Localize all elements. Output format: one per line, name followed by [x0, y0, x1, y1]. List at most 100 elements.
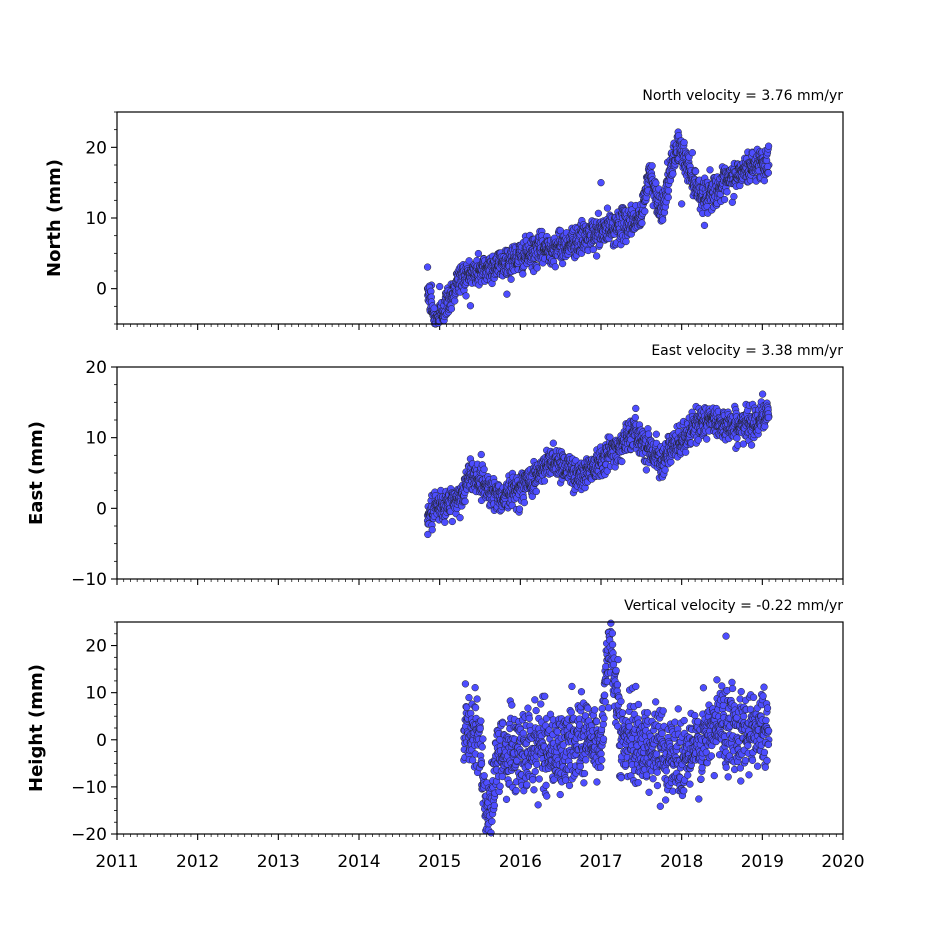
east-x-ticks	[116, 579, 844, 585]
data-point	[730, 192, 738, 201]
data-point	[462, 292, 470, 300]
data-point	[549, 439, 557, 447]
x-tick-labels: 2011 2012 2013 2014 2015 2016 2017 2018 2019 2020	[95, 852, 864, 872]
data-point	[682, 448, 690, 456]
data-point	[659, 216, 667, 224]
data-point	[634, 779, 642, 787]
data-point	[520, 498, 529, 507]
x-tick-label: 2012	[176, 852, 219, 872]
data-point	[652, 750, 661, 758]
data-point	[674, 705, 682, 713]
data-point	[515, 505, 524, 513]
data-point	[759, 692, 767, 700]
data-point	[728, 684, 737, 693]
data-point	[580, 769, 589, 778]
data-point	[540, 477, 549, 485]
data-point	[423, 263, 432, 271]
x-tick-label: 2011	[95, 852, 138, 872]
data-point	[638, 219, 646, 227]
data-point	[600, 714, 608, 722]
data-point	[763, 756, 771, 765]
data-point	[653, 768, 661, 776]
data-point	[632, 682, 640, 691]
data-point	[733, 434, 741, 442]
data-point	[661, 466, 669, 474]
x-tick-label: 2019	[741, 852, 784, 872]
data-point	[662, 767, 670, 775]
east-panel: East velocity = 3.38 mm/yr East (mm) −10…	[26, 343, 844, 590]
data-point	[541, 692, 549, 700]
data-point	[593, 717, 601, 726]
x-tick-label: 2014	[337, 852, 380, 872]
data-point	[532, 706, 540, 715]
data-point	[749, 693, 758, 702]
data-point	[724, 773, 732, 781]
height-x-ticks	[116, 834, 844, 840]
data-point	[652, 430, 660, 438]
x-tick-label: 2017	[579, 852, 622, 872]
data-point	[525, 714, 533, 723]
data-point	[622, 237, 630, 246]
data-point	[691, 167, 700, 175]
data-point	[543, 792, 551, 800]
data-point	[634, 700, 643, 709]
y-tick-label: 10	[85, 684, 107, 704]
data-point	[720, 195, 729, 204]
data-point	[614, 655, 622, 664]
data-point	[722, 632, 730, 640]
y-tick-label: −10	[71, 570, 107, 590]
data-point	[597, 179, 605, 187]
data-point	[534, 801, 542, 809]
data-point	[645, 788, 653, 796]
data-point	[648, 162, 656, 170]
y-tick-label: −10	[71, 778, 107, 798]
data-point	[531, 767, 539, 776]
data-point	[642, 466, 651, 474]
data-point	[599, 720, 607, 728]
data-point	[529, 776, 537, 784]
data-point	[706, 166, 714, 174]
data-point	[496, 782, 504, 790]
data-point	[603, 204, 612, 212]
data-point	[764, 142, 773, 150]
data-point	[763, 704, 772, 712]
data-point	[551, 263, 559, 271]
north-y-axis-label: North (mm)	[44, 159, 65, 277]
data-point	[764, 169, 773, 177]
data-point	[533, 264, 541, 272]
data-point	[592, 252, 601, 260]
data-point	[608, 640, 617, 649]
data-point	[728, 678, 736, 686]
x-tick-label: 2020	[821, 852, 864, 872]
data-point	[507, 275, 515, 283]
data-point	[656, 802, 664, 810]
y-tick-label: 20	[85, 358, 107, 378]
y-tick-label: 20	[85, 637, 107, 657]
data-point	[760, 748, 769, 757]
x-tick-label: 2015	[418, 852, 461, 872]
data-point	[594, 209, 603, 217]
data-point	[667, 458, 675, 466]
data-point	[471, 684, 479, 692]
data-point	[598, 756, 606, 764]
data-point	[436, 282, 444, 291]
data-point	[612, 666, 620, 675]
north-x-ticks	[116, 324, 844, 330]
north-plot-frame	[116, 111, 844, 325]
data-point	[659, 707, 667, 715]
data-point	[478, 743, 486, 751]
data-point	[758, 390, 767, 398]
data-point	[748, 756, 757, 764]
data-point	[761, 763, 769, 771]
data-point	[428, 526, 436, 534]
north-panel: North velocity = 3.76 mm/yr North (mm) 0…	[44, 88, 844, 330]
data-point	[710, 771, 718, 780]
data-point	[599, 735, 608, 743]
data-point	[664, 186, 673, 195]
y-tick-label: 10	[85, 209, 107, 229]
data-point	[487, 829, 495, 837]
data-point	[461, 497, 469, 506]
data-point	[747, 441, 756, 449]
